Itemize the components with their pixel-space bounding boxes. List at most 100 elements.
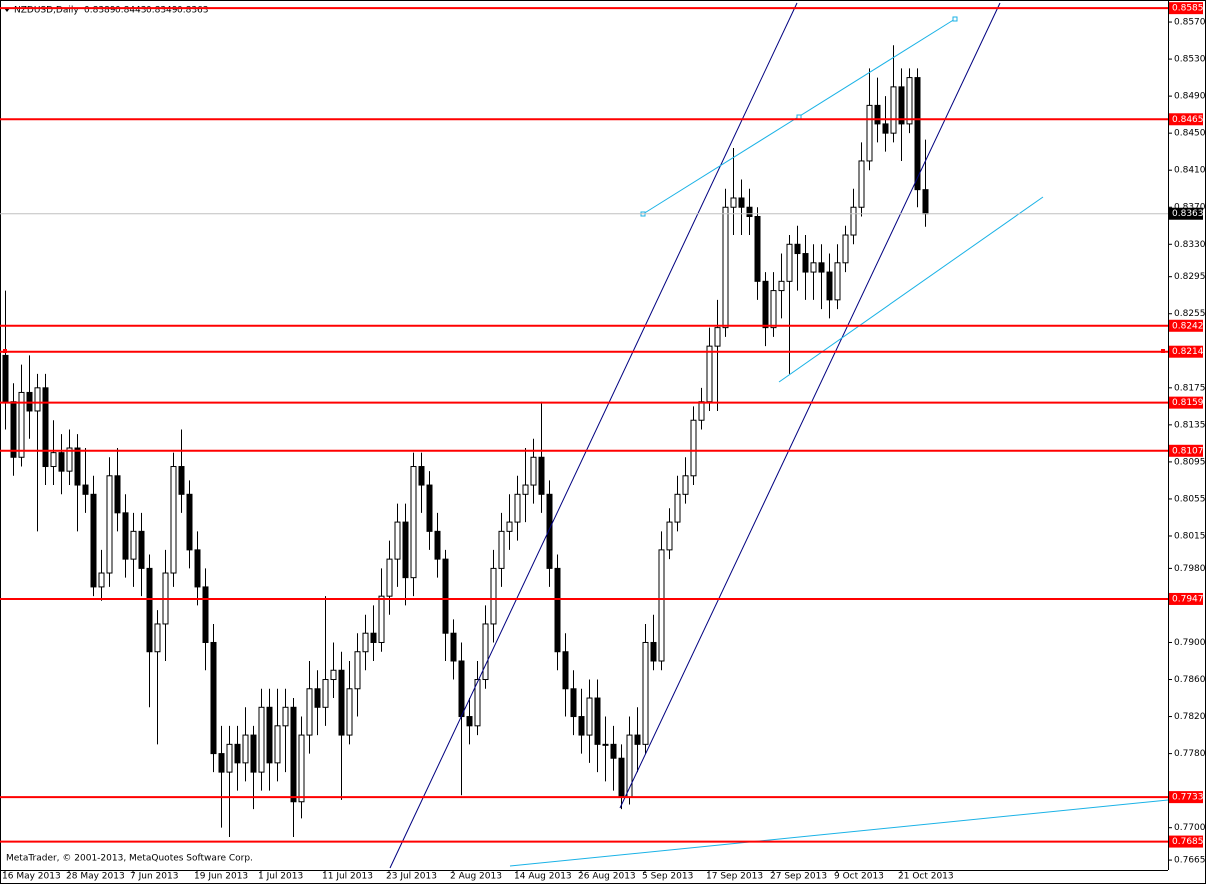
candle-body <box>282 706 289 727</box>
candle-body <box>490 567 497 625</box>
x-tick-label: 17 Sep 2013 <box>706 872 763 882</box>
level-label: 0.7947 <box>1172 594 1204 604</box>
candle-body <box>602 743 609 746</box>
candle-body <box>106 475 113 574</box>
candle-body <box>2 354 9 403</box>
candle-body <box>346 688 353 736</box>
candle-body <box>810 262 817 273</box>
candle-body <box>802 253 809 273</box>
candle-body <box>314 688 321 708</box>
trend-line <box>509 799 1169 867</box>
y-tick-label: 0.8055 <box>1174 494 1206 504</box>
candle-body <box>562 651 569 690</box>
level-label: 0.8107 <box>1172 446 1204 456</box>
y-tick-label: 0.8295 <box>1174 272 1206 282</box>
candle-body <box>74 447 81 486</box>
candle-body <box>194 549 201 588</box>
level-tag <box>1169 444 1203 457</box>
x-tick-label: 16 May 2013 <box>2 872 61 882</box>
candle-body <box>442 558 449 634</box>
y-tick-label: 0.8095 <box>1174 457 1206 467</box>
level-tag <box>1169 345 1203 358</box>
level-tag <box>1169 835 1203 848</box>
x-tick-label: 7 Jun 2013 <box>130 872 178 882</box>
candle-body <box>418 466 425 486</box>
candle-body <box>666 521 673 551</box>
candle-body <box>746 206 753 218</box>
candle-body <box>674 493 681 523</box>
candle-body <box>338 669 345 736</box>
candle-body <box>682 475 689 495</box>
candle-body <box>586 697 593 736</box>
candle-body <box>34 387 41 412</box>
candle-body <box>834 262 841 301</box>
candle-body <box>538 456 545 495</box>
candle-body <box>58 452 65 472</box>
candle-body <box>730 197 737 208</box>
ohlc-value: 0.8389 <box>84 6 116 16</box>
candle-body <box>410 466 417 579</box>
candle-body <box>738 197 745 208</box>
candle-body <box>170 466 177 574</box>
y-tick-label: 0.8570 <box>1174 18 1206 28</box>
candle-body <box>202 586 209 643</box>
y-tick-label: 0.7860 <box>1174 675 1206 685</box>
candle-body <box>618 757 625 798</box>
candle-body <box>506 521 513 532</box>
channel-line <box>389 2 798 869</box>
candle-body <box>826 271 833 301</box>
candle-body <box>66 447 73 472</box>
candle-body <box>722 206 729 329</box>
candle-body <box>658 549 665 662</box>
x-tick-label: 23 Jul 2013 <box>386 872 437 882</box>
candle-body <box>514 493 521 523</box>
y-tick-label: 0.8450 <box>1174 129 1206 139</box>
candle-body <box>850 206 857 236</box>
candle-body <box>18 391 25 458</box>
y-tick-label: 0.8490 <box>1174 92 1206 102</box>
y-tick-label: 0.8530 <box>1174 55 1206 65</box>
x-tick-label: 26 Aug 2013 <box>578 872 636 882</box>
candle-body <box>306 688 313 736</box>
x-tick-label: 28 May 2013 <box>66 872 125 882</box>
candle-body <box>594 697 601 745</box>
candle-body <box>274 725 281 764</box>
candle-body <box>114 475 121 514</box>
candle-body <box>842 234 849 264</box>
candle-body <box>474 679 481 727</box>
level-tag <box>1169 791 1203 804</box>
ohlc-value: 0.8363 <box>177 6 209 16</box>
x-tick-label: 2 Aug 2013 <box>450 872 502 882</box>
chart-title: NZDUSD,Daily <box>14 6 79 16</box>
candle-body <box>290 706 297 803</box>
y-tick-label: 0.8015 <box>1174 531 1206 541</box>
candle-body <box>794 243 801 255</box>
candle-body <box>10 401 17 458</box>
x-tick-label: 19 Jun 2013 <box>194 872 248 882</box>
candle-body <box>786 243 793 282</box>
candle-body <box>754 216 761 282</box>
level-tag <box>1169 319 1203 332</box>
anchor <box>952 16 958 22</box>
candle-body <box>706 345 713 403</box>
candle-body <box>250 734 257 773</box>
x-tick-label: 21 Oct 2013 <box>898 872 954 882</box>
channel-line <box>619 2 1001 809</box>
candle-body <box>226 743 233 773</box>
level-tag <box>1169 2 1203 15</box>
level-label: 0.8159 <box>1172 398 1204 408</box>
y-tick-label: 0.7780 <box>1174 749 1206 759</box>
level-label: 0.8242 <box>1172 321 1204 331</box>
y-tick-label: 0.8175 <box>1174 383 1206 393</box>
candle-body <box>154 623 161 653</box>
candle-body <box>482 623 489 681</box>
bid-label: 0.8363 <box>1172 209 1204 219</box>
x-tick-label: 1 Jul 2013 <box>258 872 303 882</box>
x-tick-label: 11 Jul 2013 <box>322 872 373 882</box>
candle-body <box>818 262 825 273</box>
candle-body <box>898 86 905 125</box>
ohlc-value: 0.8443 <box>115 6 147 16</box>
candle-body <box>322 679 329 708</box>
candle-body <box>402 521 409 579</box>
candle-body <box>122 512 129 560</box>
